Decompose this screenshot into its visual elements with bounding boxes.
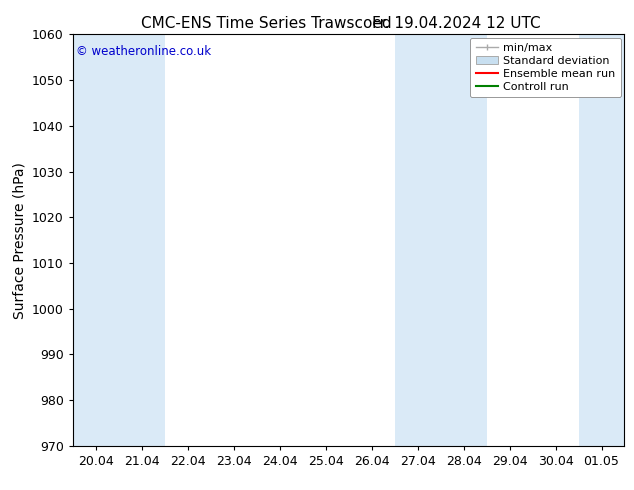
Text: Fr. 19.04.2024 12 UTC: Fr. 19.04.2024 12 UTC (372, 16, 541, 31)
Text: © weatheronline.co.uk: © weatheronline.co.uk (75, 45, 210, 58)
Text: CMC-ENS Time Series Trawscoed: CMC-ENS Time Series Trawscoed (141, 16, 392, 31)
Bar (119, 34, 165, 446)
Bar (394, 34, 441, 446)
Bar (441, 34, 487, 446)
Legend: min/max, Standard deviation, Ensemble mean run, Controll run: min/max, Standard deviation, Ensemble me… (470, 38, 621, 97)
Y-axis label: Surface Pressure (hPa): Surface Pressure (hPa) (13, 162, 27, 318)
Bar (579, 34, 624, 446)
Bar (73, 34, 119, 446)
